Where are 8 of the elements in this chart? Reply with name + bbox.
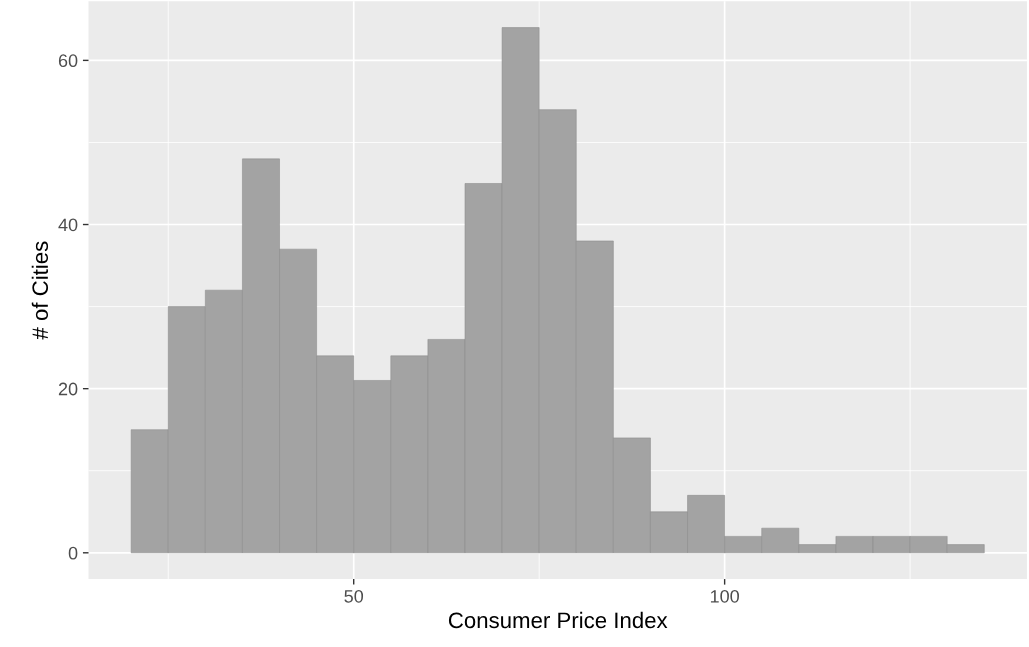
x-tick-label: 100 <box>710 589 739 603</box>
y-tick-label: 0 <box>68 546 78 560</box>
y-tick-label: 40 <box>58 218 78 232</box>
y-tick-label: 20 <box>58 382 78 396</box>
x-tick-label: 50 <box>344 589 364 603</box>
x-axis-title: Consumer Price Index <box>448 611 668 629</box>
y-tick-label: 60 <box>58 54 78 68</box>
y-axis-title: # of Cities <box>31 241 49 340</box>
